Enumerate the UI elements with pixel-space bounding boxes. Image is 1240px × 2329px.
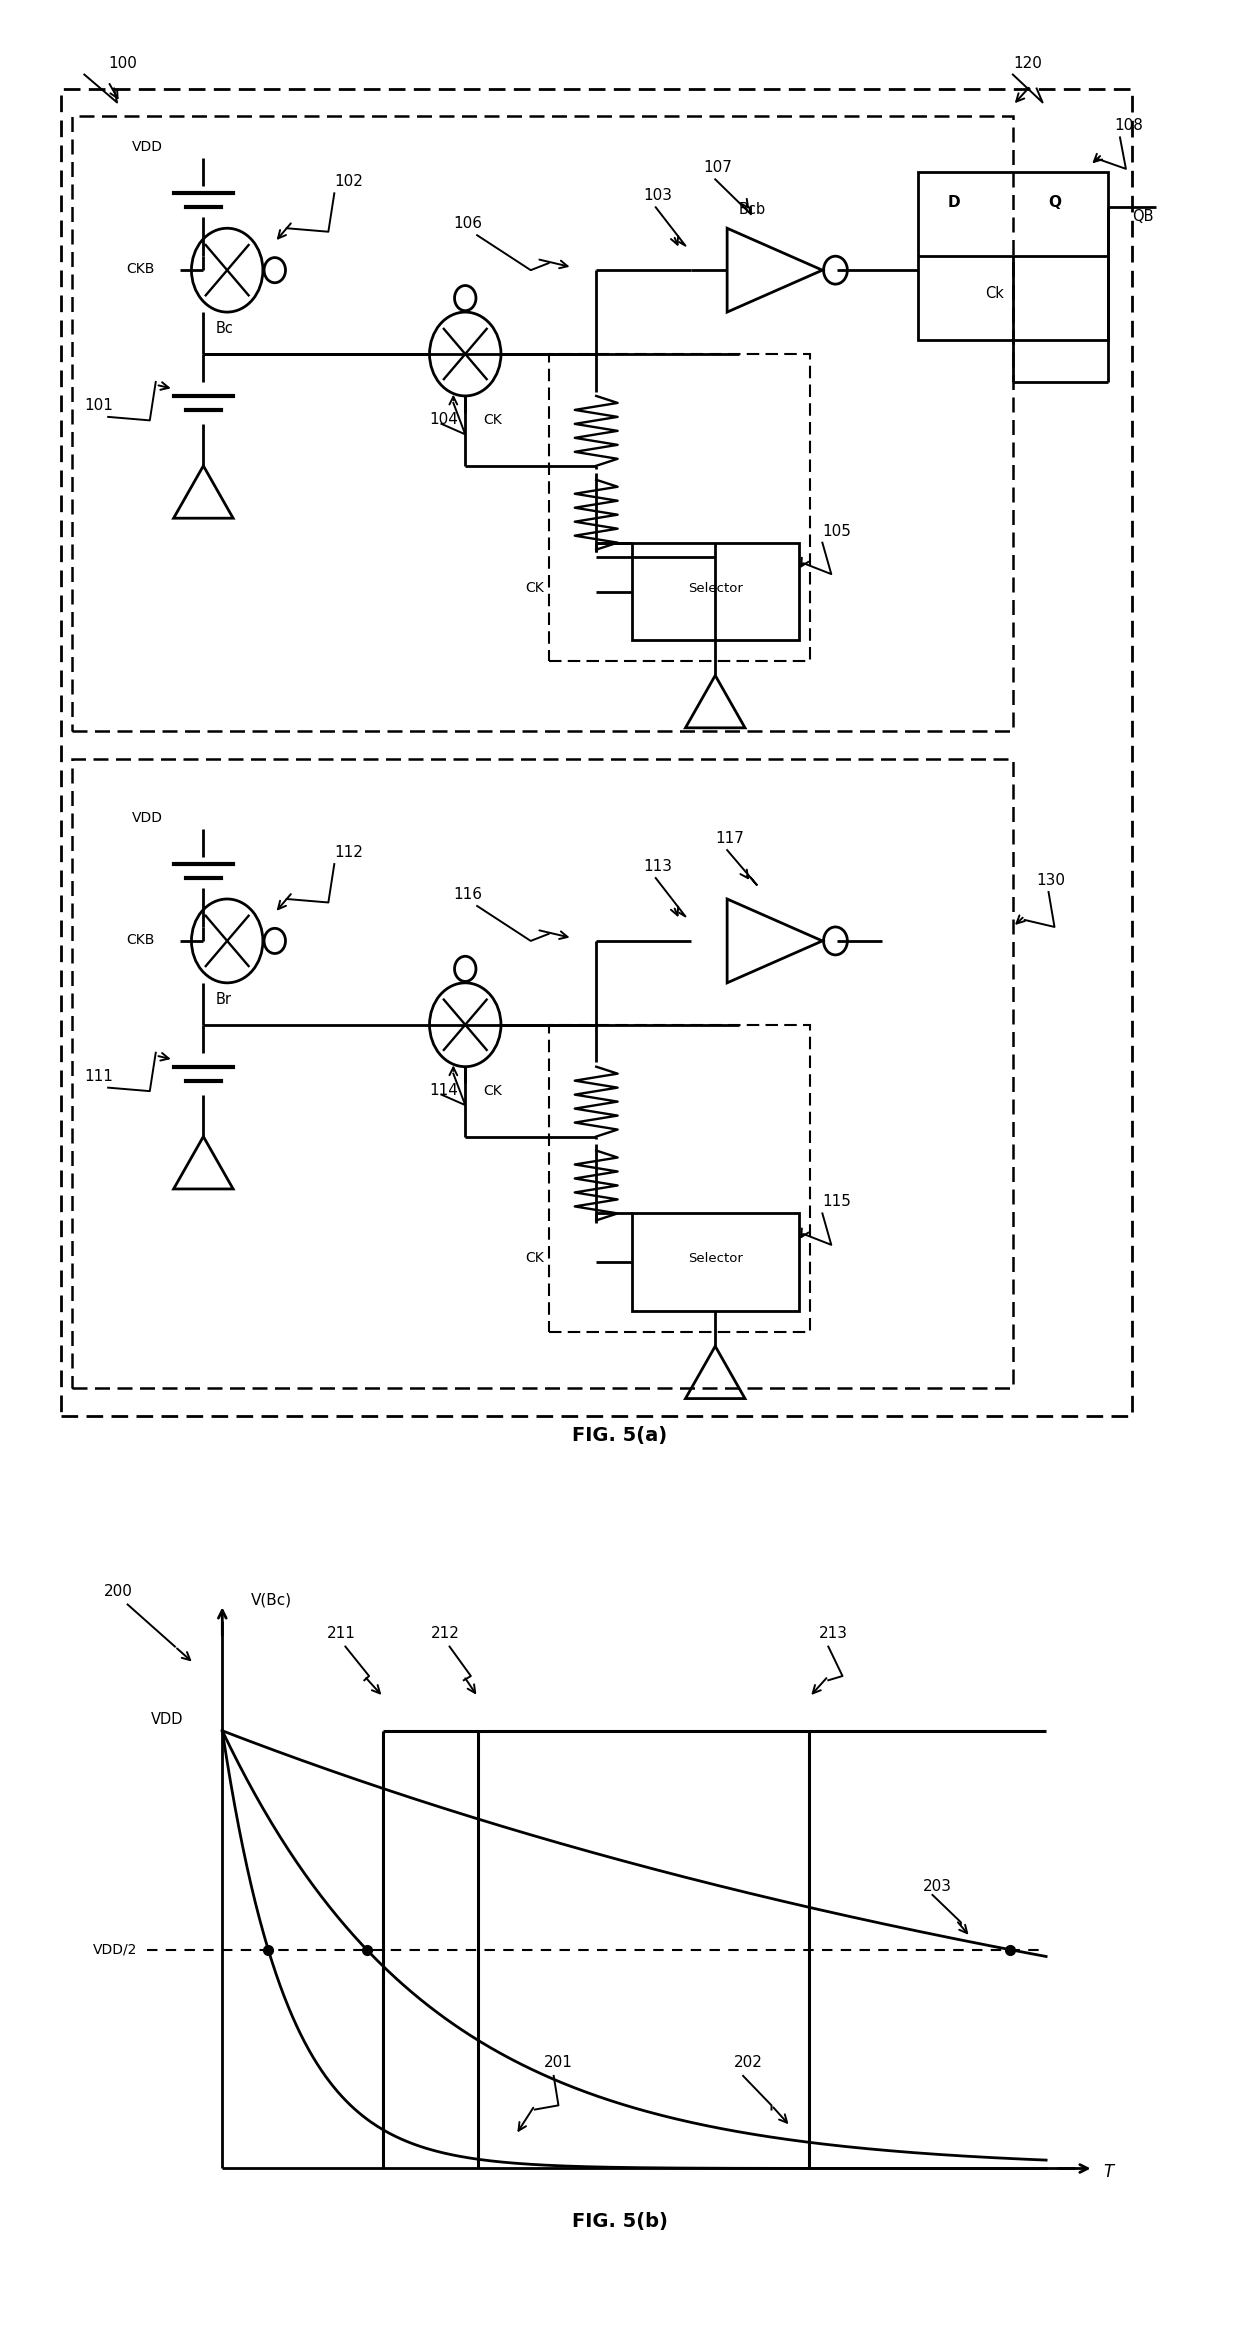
Text: 111: 111	[84, 1069, 113, 1083]
Bar	[632, 543, 799, 640]
Text: 211: 211	[326, 1626, 356, 1642]
Text: Bc: Bc	[216, 321, 233, 335]
Text: 202: 202	[734, 2057, 763, 2070]
Text: 200: 200	[104, 1584, 133, 1600]
Bar	[918, 172, 1109, 340]
Text: Ck: Ck	[986, 286, 1004, 300]
Text: 104: 104	[429, 412, 459, 426]
Text: 102: 102	[335, 175, 363, 189]
Text: VDD: VDD	[131, 140, 162, 154]
Text: 107: 107	[703, 161, 732, 175]
Text: 130: 130	[1037, 873, 1065, 887]
Text: 203: 203	[923, 1880, 952, 1893]
Text: Selector: Selector	[688, 582, 743, 594]
Text: 106: 106	[454, 217, 482, 231]
Text: CK: CK	[484, 412, 502, 426]
Bar	[548, 354, 811, 661]
Text: 117: 117	[715, 831, 744, 845]
Bar	[632, 1213, 799, 1311]
Text: FIG. 5(a): FIG. 5(a)	[573, 1425, 667, 1446]
Text: FIG. 5(b): FIG. 5(b)	[572, 2213, 668, 2231]
Text: VDD: VDD	[131, 810, 162, 824]
Text: 115: 115	[822, 1195, 851, 1209]
Text: V(Bc): V(Bc)	[250, 1593, 291, 1607]
Text: 113: 113	[644, 859, 673, 873]
Text: CKB: CKB	[126, 932, 154, 946]
Text: 100: 100	[108, 56, 136, 70]
Bar	[72, 116, 1013, 731]
Text: 105: 105	[822, 524, 851, 538]
Bar	[548, 1025, 811, 1332]
Text: 114: 114	[429, 1083, 459, 1097]
Text: 112: 112	[335, 845, 363, 859]
Text: Br: Br	[216, 992, 232, 1006]
Text: 201: 201	[544, 2057, 573, 2070]
Text: 116: 116	[454, 887, 482, 901]
Text: 103: 103	[644, 189, 673, 203]
Text: 213: 213	[818, 1626, 848, 1642]
Bar	[72, 759, 1013, 1388]
Text: Bcb: Bcb	[739, 203, 766, 217]
Text: CK: CK	[484, 1083, 502, 1097]
Text: VDD: VDD	[151, 1712, 184, 1726]
Text: 120: 120	[1013, 56, 1042, 70]
Text: D: D	[947, 196, 960, 210]
Text: T: T	[1102, 2164, 1114, 2180]
Text: 108: 108	[1114, 119, 1143, 133]
Text: 212: 212	[430, 1626, 460, 1642]
Text: Q: Q	[1049, 196, 1061, 210]
Text: CK: CK	[525, 580, 543, 594]
Text: CK: CK	[525, 1251, 543, 1265]
Text: QB: QB	[1132, 210, 1153, 224]
Text: CKB: CKB	[126, 261, 154, 275]
Text: Selector: Selector	[688, 1253, 743, 1265]
Text: VDD/2: VDD/2	[93, 1942, 138, 1956]
Text: 101: 101	[84, 398, 113, 412]
